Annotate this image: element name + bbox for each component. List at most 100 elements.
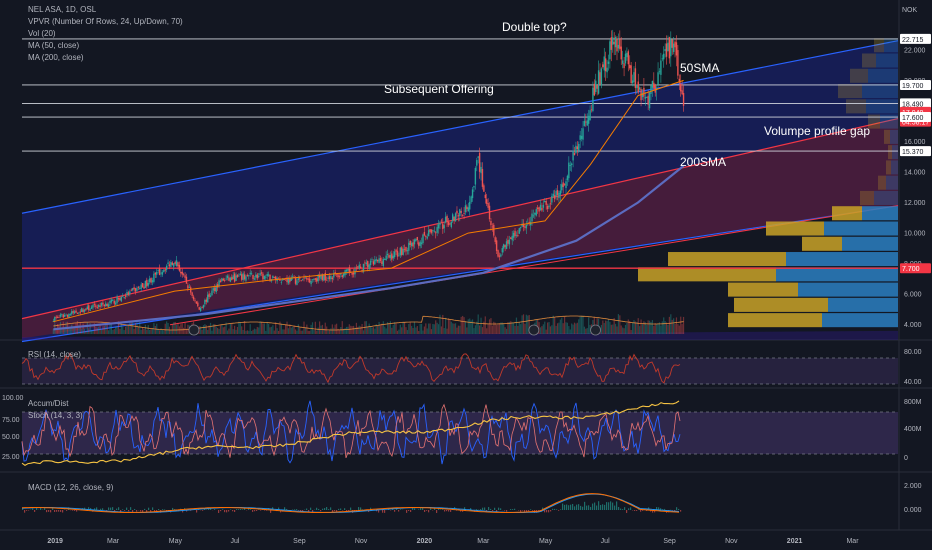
volume-bar	[124, 326, 127, 334]
candle-body	[55, 316, 57, 318]
volume-bar	[345, 326, 348, 334]
volume-bar	[453, 323, 455, 334]
candle-body	[638, 87, 641, 90]
annotation-double-top: Double top?	[502, 20, 567, 34]
candle-body	[568, 162, 570, 179]
candle-body	[671, 39, 673, 48]
macd-histogram-bar	[542, 507, 544, 510]
volume-bar	[378, 321, 380, 334]
candle-body	[190, 287, 192, 293]
candle-body	[92, 304, 94, 308]
volume-bar	[151, 328, 154, 334]
candle-body	[497, 250, 499, 257]
volume-bar	[518, 322, 520, 334]
candle-body	[242, 273, 244, 280]
candle-body	[514, 230, 516, 237]
candle-body	[403, 248, 406, 250]
indicator-ma50[interactable]: MA (50, close)	[28, 41, 79, 50]
candle-body	[178, 264, 181, 271]
macd-histogram-bar	[588, 505, 590, 510]
volume-bar	[90, 329, 93, 334]
candle-body	[133, 287, 135, 290]
candle-body	[477, 156, 479, 158]
indicator-ma200[interactable]: MA (200, close)	[28, 53, 84, 62]
candle-body	[382, 259, 385, 266]
candle-body	[174, 262, 176, 264]
indicator-vol[interactable]: Vol (20)	[28, 29, 56, 38]
price-badge-text: 04:58:17	[902, 120, 929, 127]
volume-bar	[246, 330, 248, 334]
volume-bar	[130, 321, 132, 334]
macd-histogram-bar	[222, 509, 224, 510]
candle-body	[616, 38, 618, 52]
volume-bar	[440, 326, 442, 334]
volume-bar	[64, 328, 66, 334]
candle-body	[650, 85, 652, 94]
indicator-vpvr[interactable]: VPVR (Number Of Rows, 24, Up/Down, 70)	[28, 17, 183, 26]
volume-bar	[473, 328, 475, 334]
volume-bar	[678, 325, 680, 334]
candle-body	[369, 260, 372, 266]
vp-down-bar	[862, 84, 898, 99]
vp-down-bar	[874, 190, 898, 205]
candle-body	[120, 296, 123, 302]
volume-bar	[127, 325, 130, 334]
candle-body	[572, 150, 574, 161]
candle-body	[97, 305, 100, 307]
ad-tick-400m: 400M	[904, 426, 922, 433]
candle-body	[90, 306, 93, 309]
candle-body	[61, 314, 63, 315]
volume-bar	[258, 327, 260, 334]
price-badge-box	[900, 146, 931, 157]
candle-body	[243, 274, 246, 280]
macd-histogram-bar	[414, 508, 416, 510]
candle-body	[126, 292, 128, 296]
macd-histogram-bar	[172, 507, 174, 510]
macd-histogram-bar	[496, 510, 498, 513]
candle-body	[310, 280, 312, 285]
stoch-band	[22, 412, 898, 454]
volume-bar	[171, 324, 173, 334]
volume-bar	[78, 325, 80, 334]
macd-histogram-bar	[398, 510, 400, 512]
candle-body	[266, 273, 268, 277]
volume-bar	[89, 323, 91, 334]
candle-body	[541, 207, 543, 211]
macd-label[interactable]: MACD (12, 26, close, 9)	[28, 483, 114, 492]
macd-histogram-bar	[370, 507, 372, 510]
candle-body	[595, 80, 597, 92]
price-tick: 16.000	[904, 139, 926, 146]
accum-dist-label[interactable]: Accum/Dist	[28, 399, 69, 408]
annotation-200sma: 200SMA	[680, 155, 726, 169]
candle-body	[378, 258, 380, 263]
volume-bar	[115, 326, 117, 334]
candle-body	[655, 87, 658, 90]
candle-body	[224, 280, 226, 281]
candle-body	[250, 273, 253, 275]
candle-body	[459, 209, 461, 217]
macd-histogram-bar	[680, 510, 682, 512]
candle-body	[192, 296, 195, 300]
macd-histogram-bar	[74, 510, 76, 511]
candle-body	[569, 164, 571, 166]
candle-body	[365, 262, 368, 265]
macd-histogram-bar	[626, 510, 628, 513]
macd-histogram-bar	[556, 509, 558, 510]
candle-body	[204, 299, 206, 305]
volume-bar	[317, 327, 319, 334]
volume-bar	[103, 325, 105, 334]
macd-histogram-bar	[56, 510, 58, 512]
candle-body	[58, 316, 60, 318]
rsi-label[interactable]: RSI (14, close)	[28, 350, 81, 359]
price-tick: 14.000	[904, 170, 926, 177]
volume-bar	[484, 316, 486, 334]
candle-body	[402, 248, 404, 255]
volume-bar	[430, 329, 433, 334]
macd-histogram-bar	[424, 510, 426, 512]
macd-histogram-bar	[284, 507, 286, 510]
volume-bar	[613, 318, 615, 334]
macd-histogram-bar	[554, 508, 556, 510]
stoch-label[interactable]: Stoch (14, 3, 3)	[28, 411, 83, 420]
volume-bar	[488, 319, 491, 334]
volume-bar	[658, 322, 661, 334]
